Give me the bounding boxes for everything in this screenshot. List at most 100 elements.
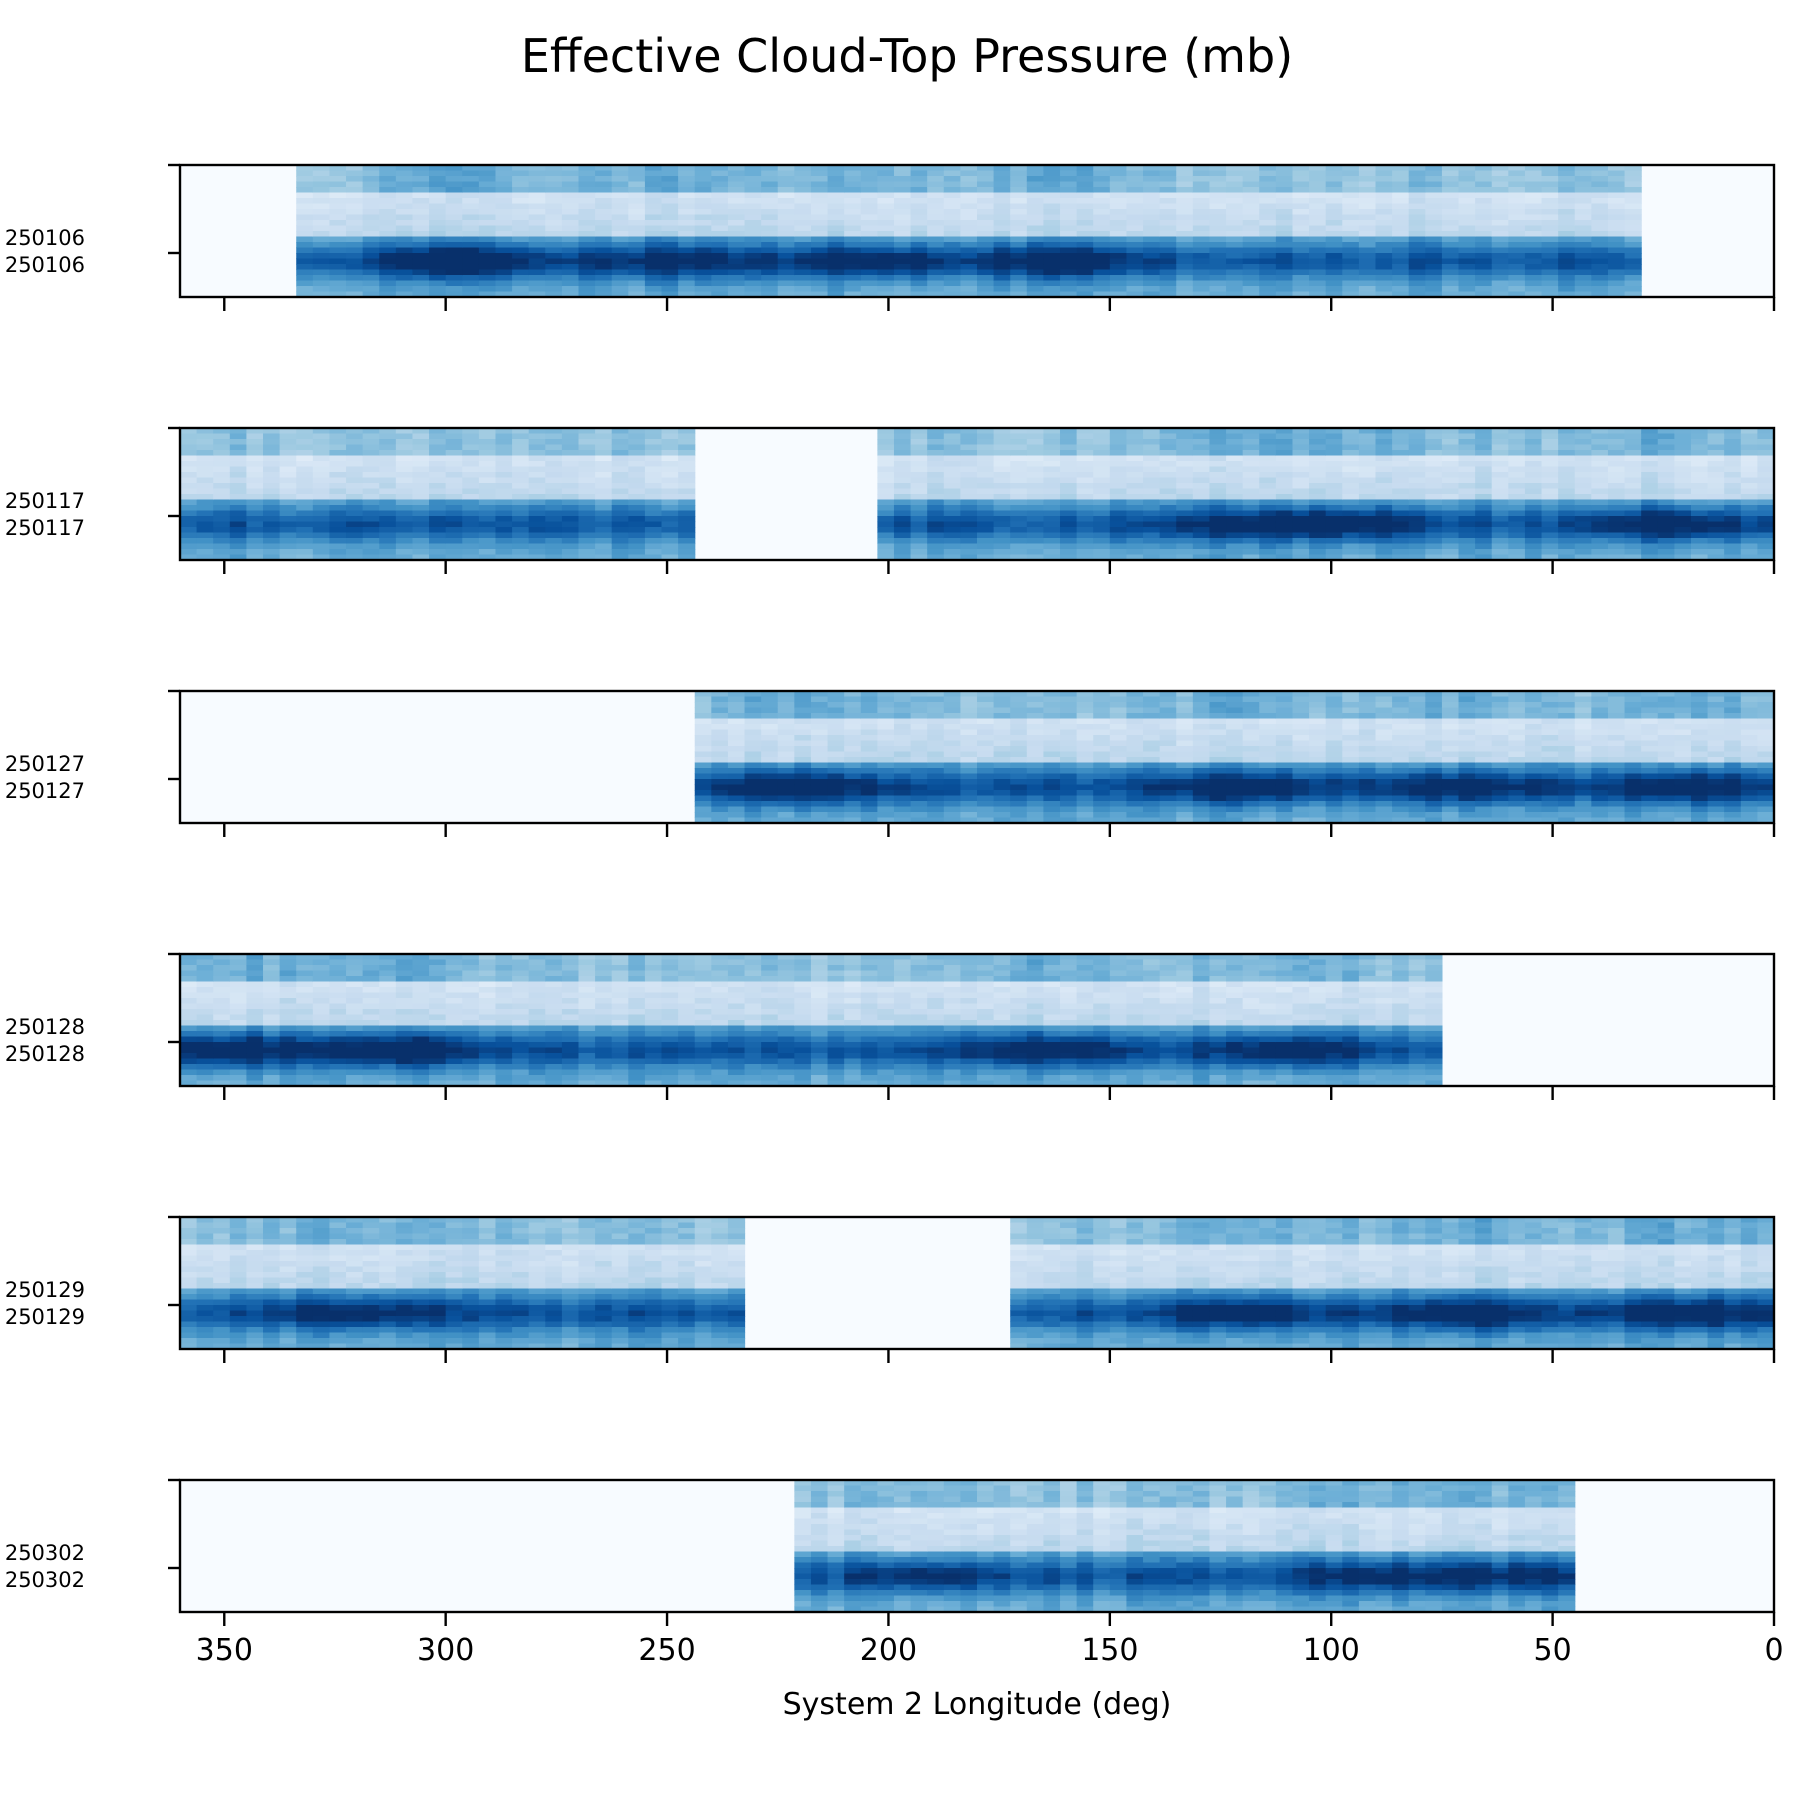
heatmap-cell	[246, 488, 264, 495]
heatmap-cell	[628, 225, 646, 232]
heatmap-cell	[1375, 170, 1393, 177]
heatmap-cell	[960, 779, 978, 786]
heatmap-cell	[1159, 214, 1177, 221]
heatmap-cell	[1491, 444, 1509, 451]
heatmap-cell	[1126, 779, 1144, 786]
heatmap-cell	[1624, 477, 1642, 484]
heatmap-cell	[628, 549, 646, 556]
heatmap-cell	[213, 433, 231, 440]
heatmap-cell	[379, 253, 397, 260]
heatmap-cell	[1093, 707, 1111, 714]
heatmap-cell	[1458, 280, 1476, 287]
heatmap-cell	[1275, 198, 1294, 205]
heatmap-cell	[545, 466, 563, 473]
heatmap-cell	[312, 280, 331, 287]
heatmap-cell	[1043, 291, 1061, 298]
heatmap-cell	[229, 428, 248, 435]
heatmap-cell	[910, 461, 928, 468]
heatmap-cell	[877, 779, 895, 786]
heatmap-cell	[611, 253, 629, 260]
heatmap-cell	[827, 176, 845, 183]
heatmap-cell	[1060, 165, 1078, 172]
heatmap-cell	[1043, 806, 1061, 813]
heatmap-cell	[528, 450, 546, 457]
heatmap-cell	[1143, 253, 1161, 260]
heatmap-cell	[1541, 428, 1559, 435]
heatmap-cell	[993, 768, 1011, 775]
heatmap-cell	[611, 532, 629, 539]
heatmap-cell	[1060, 751, 1078, 758]
heatmap-cell	[644, 444, 663, 451]
heatmap-cell	[379, 280, 397, 287]
heatmap-cell	[1491, 286, 1509, 293]
heatmap-cell	[1242, 812, 1260, 819]
heatmap-cell	[1259, 466, 1277, 473]
heatmap-cell	[1309, 817, 1327, 824]
heatmap-cell	[1026, 735, 1045, 742]
heatmap-cell	[910, 269, 928, 276]
heatmap-cell	[578, 505, 596, 512]
heatmap-cell	[1026, 538, 1045, 545]
heatmap-cell	[1325, 439, 1343, 446]
heatmap-cell	[694, 746, 712, 753]
heatmap-cell	[727, 707, 746, 714]
heatmap-cell	[1309, 214, 1327, 221]
heatmap-cell	[1159, 521, 1177, 528]
heatmap-cell	[1192, 291, 1211, 298]
heatmap-cell	[395, 247, 414, 254]
heatmap-cell	[943, 461, 961, 468]
heatmap-cell	[1209, 253, 1227, 260]
heatmap-cell	[1242, 499, 1260, 506]
heatmap-cell	[1060, 247, 1078, 254]
heatmap-cell	[1076, 812, 1094, 819]
heatmap-cell	[1342, 488, 1360, 495]
heatmap-cell	[1143, 275, 1161, 282]
heatmap-cell	[379, 203, 397, 210]
heatmap-cell	[1093, 203, 1111, 210]
heatmap-cell	[694, 247, 712, 254]
heatmap-cell	[561, 477, 580, 484]
heatmap-cell	[1259, 181, 1277, 188]
heatmap-cell	[810, 176, 829, 183]
heatmap-cell	[1508, 225, 1526, 232]
heatmap-cell	[1325, 280, 1343, 287]
heatmap-cell	[877, 203, 895, 210]
heatmap-cell	[694, 181, 712, 188]
heatmap-cell	[910, 538, 928, 545]
heatmap-cell	[1275, 286, 1294, 293]
heatmap-cell	[1524, 264, 1543, 271]
heatmap-cell	[329, 181, 347, 188]
heatmap-cell	[528, 181, 546, 188]
heatmap-cell	[362, 187, 380, 194]
heatmap-cell	[927, 505, 945, 512]
heatmap-cell	[727, 220, 746, 227]
heatmap-cell	[1275, 433, 1294, 440]
heatmap-cell	[860, 812, 878, 819]
heatmap-cell	[1375, 499, 1393, 506]
heatmap-cell	[429, 428, 447, 435]
heatmap-cell	[1026, 231, 1045, 238]
heatmap-cell	[960, 269, 978, 276]
heatmap-cell	[1259, 801, 1277, 808]
heatmap-cell	[1441, 488, 1460, 495]
heatmap-cell	[1159, 165, 1177, 172]
heatmap-cell	[495, 275, 513, 282]
heatmap-cell	[1624, 521, 1642, 528]
heatmap-cell	[296, 477, 314, 484]
heatmap-cell	[512, 488, 530, 495]
heatmap-cell	[462, 439, 480, 446]
heatmap-cell	[927, 817, 945, 824]
heatmap-cell	[1674, 472, 1692, 479]
heatmap-cell	[927, 784, 945, 791]
heatmap-cell	[545, 165, 563, 172]
heatmap-cell	[1558, 521, 1576, 528]
heatmap-cell	[1143, 713, 1161, 720]
heatmap-cell	[1524, 291, 1543, 298]
heatmap-cell	[661, 192, 679, 199]
heatmap-cell	[1375, 247, 1393, 254]
heatmap-cell	[1342, 291, 1360, 298]
heatmap-cell	[960, 477, 978, 484]
heatmap-cell	[1076, 225, 1094, 232]
heatmap-cell	[678, 209, 696, 216]
heatmap-cell	[694, 170, 712, 177]
